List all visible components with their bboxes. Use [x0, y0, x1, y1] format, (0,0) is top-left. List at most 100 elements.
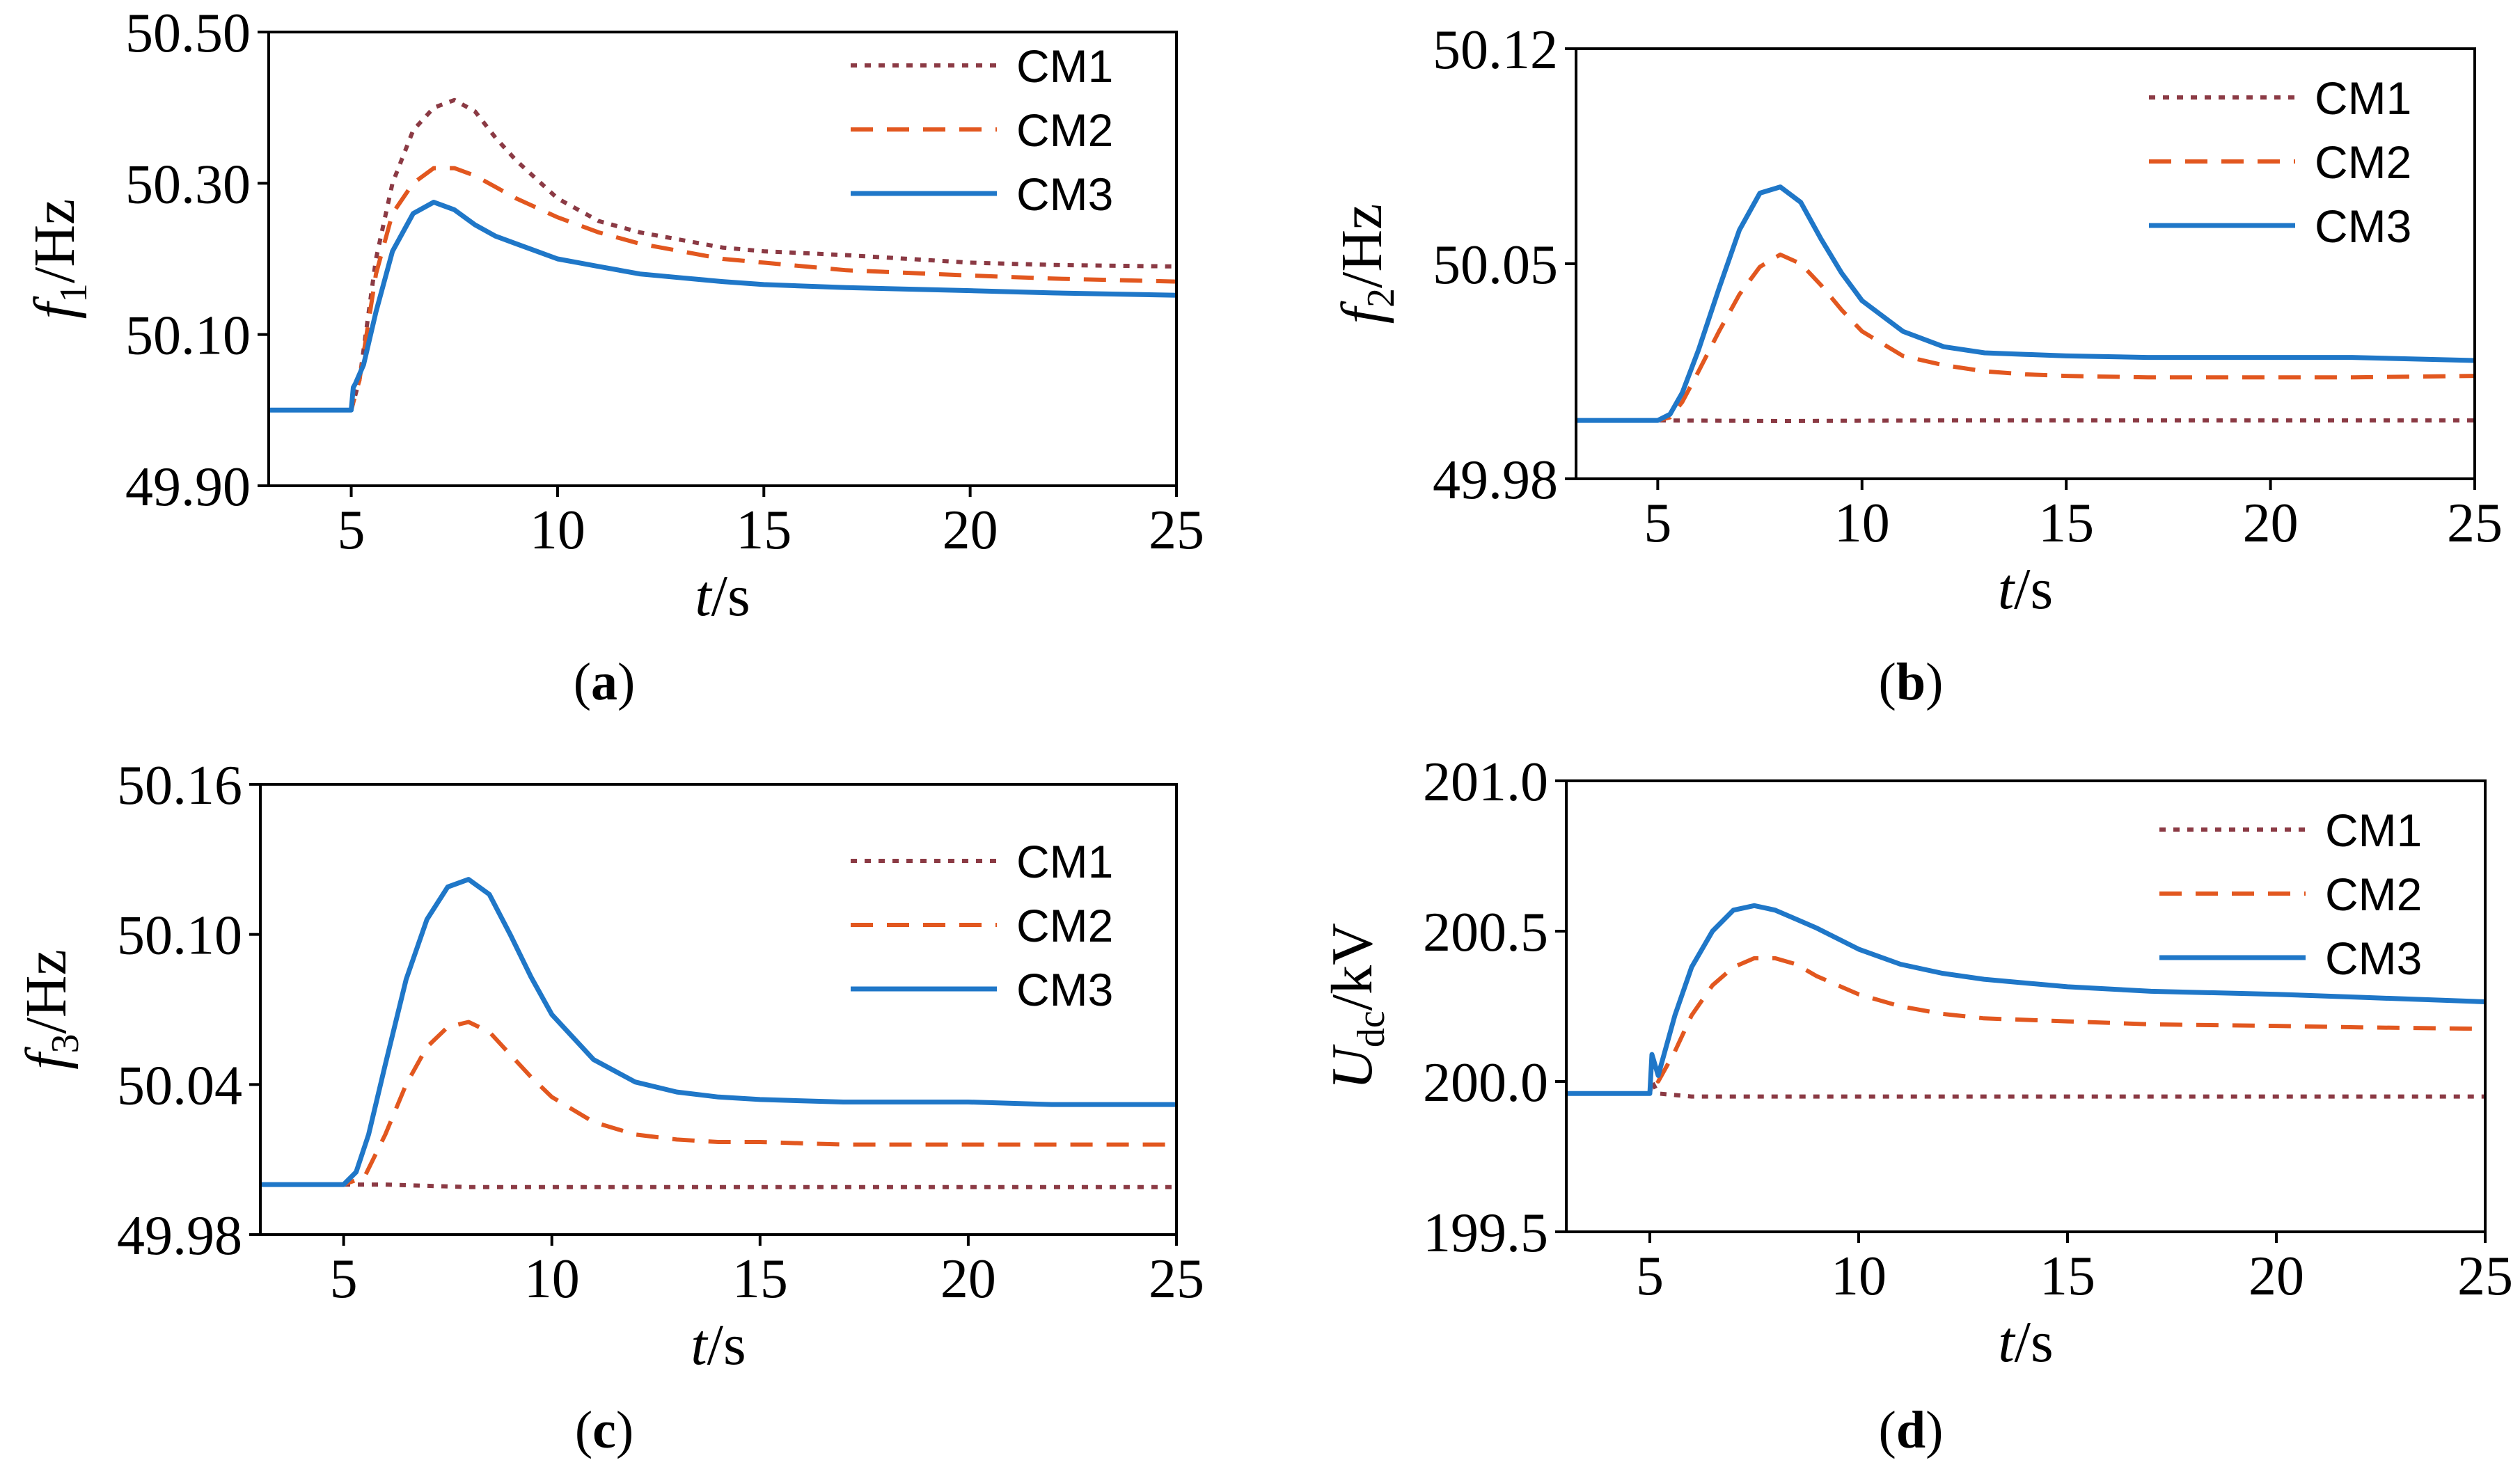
series-line-cm3	[1566, 903, 2485, 1096]
y-tick-label: 49.90	[125, 457, 251, 518]
x-tick-label: 15	[736, 500, 792, 561]
panel-c: 5 10 15 20 25 49.98 50.04 50.10 50.16 t/s f3/Hz CM1…	[14, 755, 1204, 1459]
y-tick-label: 50.30	[125, 154, 251, 215]
y-axis-label: Udc/kV	[1320, 923, 1393, 1090]
x-axis-label-unit: /s	[2014, 557, 2053, 621]
caption-close-paren: )	[617, 653, 635, 711]
series-line-cm1	[1576, 418, 2475, 423]
x-axis-label-unit: /s	[707, 1313, 746, 1377]
series-line-cm2	[1576, 252, 2475, 423]
y-axis-label-unit: /Hz	[14, 949, 79, 1033]
y-tick-label: 49.98	[1433, 450, 1558, 511]
y-tick-label: 50.16	[117, 755, 242, 816]
legend-item-cm2: CM2	[851, 104, 1113, 156]
series-line-cm1	[1566, 1079, 2485, 1099]
x-tick-label: 5	[338, 500, 365, 561]
legend-label: CM3	[2325, 933, 2422, 984]
plot-frame	[1565, 779, 2487, 1233]
y-axis-label-symbol: U	[1320, 1044, 1385, 1090]
legend-item-cm2: CM2	[2149, 136, 2411, 188]
caption-open-paren: (	[1879, 653, 1896, 711]
y-tick-label: 199.5	[1423, 1203, 1548, 1264]
caption-close-paren: )	[616, 1401, 633, 1459]
panel-caption: (a)	[574, 653, 636, 711]
y-axis-label-subscript: 2	[1360, 288, 1403, 308]
caption-letter: c	[592, 1401, 616, 1459]
legend-label: CM2	[1016, 900, 1113, 951]
y-tick-label: 50.50	[125, 3, 251, 64]
series-line-cm1	[260, 1182, 1176, 1189]
series-line-cm2	[1566, 956, 2485, 1096]
x-tick-label: 10	[1831, 1246, 1887, 1307]
y-tick-label: 200.0	[1423, 1052, 1548, 1114]
y-axis-label: f1/Hz	[22, 199, 95, 319]
y-axis-label: f3/Hz	[14, 949, 87, 1070]
y-tick-label: 200.5	[1423, 902, 1548, 963]
x-axis-label: t/s	[695, 564, 750, 628]
x-axis-label-symbol: t	[1998, 1310, 2016, 1374]
x-tick-label: 25	[1149, 1249, 1204, 1310]
x-axis-label-unit: /s	[2015, 1310, 2054, 1374]
panel-caption: (b)	[1879, 653, 1944, 711]
caption-letter: d	[1896, 1401, 1926, 1459]
x-tick-label: 10	[530, 500, 585, 561]
y-tick-label: 50.04	[117, 1055, 242, 1116]
panel-caption: (c)	[575, 1401, 633, 1459]
y-tick-label: 49.98	[117, 1205, 242, 1267]
y-axis-label-unit: /Hz	[1330, 204, 1394, 288]
y-axis-label: f2/Hz	[1330, 204, 1403, 324]
y-tick-label: 50.10	[125, 306, 251, 367]
legend-item-cm3: CM3	[2149, 200, 2411, 252]
panel-d: 5 10 15 20 25 199.5 200.0 200.5 201.0 t/s Udc/kV CM…	[1320, 752, 2513, 1459]
legend-item-cm1: CM1	[851, 40, 1113, 92]
caption-letter: b	[1896, 653, 1926, 711]
legend-label: CM3	[1016, 964, 1113, 1015]
y-axis-label-subscript: 1	[52, 283, 95, 303]
x-tick-label: 20	[943, 500, 998, 561]
panel-caption: (d)	[1879, 1401, 1944, 1459]
x-axis-label-symbol: t	[1998, 557, 2016, 621]
x-tick-label: 15	[2038, 493, 2094, 554]
y-axis-label-subscript: dc	[1350, 1011, 1393, 1047]
y-tick-label: 201.0	[1423, 752, 1548, 813]
legend-label: CM2	[1016, 104, 1113, 156]
x-tick-label: 25	[1149, 500, 1204, 561]
caption-open-paren: (	[1879, 1401, 1896, 1459]
caption-close-paren: )	[1926, 1401, 1943, 1459]
legend-item-cm2: CM2	[851, 900, 1113, 951]
x-tick-label: 25	[2447, 493, 2503, 554]
plot-frame	[267, 31, 1178, 487]
y-axis-label-unit: /Hz	[22, 199, 87, 283]
x-tick-label: 20	[2243, 493, 2299, 554]
legend-item-cm1: CM1	[851, 836, 1113, 887]
legend-label: CM1	[2315, 72, 2411, 124]
caption-close-paren: )	[1926, 653, 1943, 711]
legend-label: CM1	[2325, 805, 2422, 856]
legend-label: CM3	[2315, 200, 2411, 252]
x-tick-label: 10	[1834, 493, 1890, 554]
series-line-cm2	[269, 166, 1176, 413]
legend-label: CM2	[2315, 136, 2411, 188]
legend-label: CM1	[1016, 40, 1113, 92]
x-axis-label-unit: /s	[711, 564, 750, 628]
caption-open-paren: (	[574, 653, 591, 711]
x-axis-label: t/s	[1998, 557, 2053, 621]
series-line-cm3	[260, 877, 1176, 1187]
y-axis-label-unit: /kV	[1320, 923, 1385, 1011]
legend-item-cm3: CM3	[2159, 933, 2422, 984]
legend-label: CM1	[1016, 836, 1113, 887]
x-tick-label: 20	[2249, 1246, 2304, 1307]
legend-item-cm3: CM3	[851, 964, 1113, 1015]
legend-item-cm2: CM2	[2159, 869, 2422, 920]
legend-item-cm3: CM3	[851, 168, 1113, 220]
x-tick-label: 15	[732, 1249, 788, 1310]
x-axis-label-symbol: t	[691, 1313, 709, 1377]
x-tick-label: 5	[1636, 1246, 1664, 1307]
y-tick-label: 50.12	[1433, 19, 1558, 81]
series-line-cm3	[269, 200, 1176, 413]
x-tick-label: 20	[940, 1249, 996, 1310]
y-tick-label: 50.05	[1433, 235, 1558, 296]
x-tick-label: 15	[2040, 1246, 2095, 1307]
y-axis-label-subscript: 3	[44, 1033, 87, 1053]
